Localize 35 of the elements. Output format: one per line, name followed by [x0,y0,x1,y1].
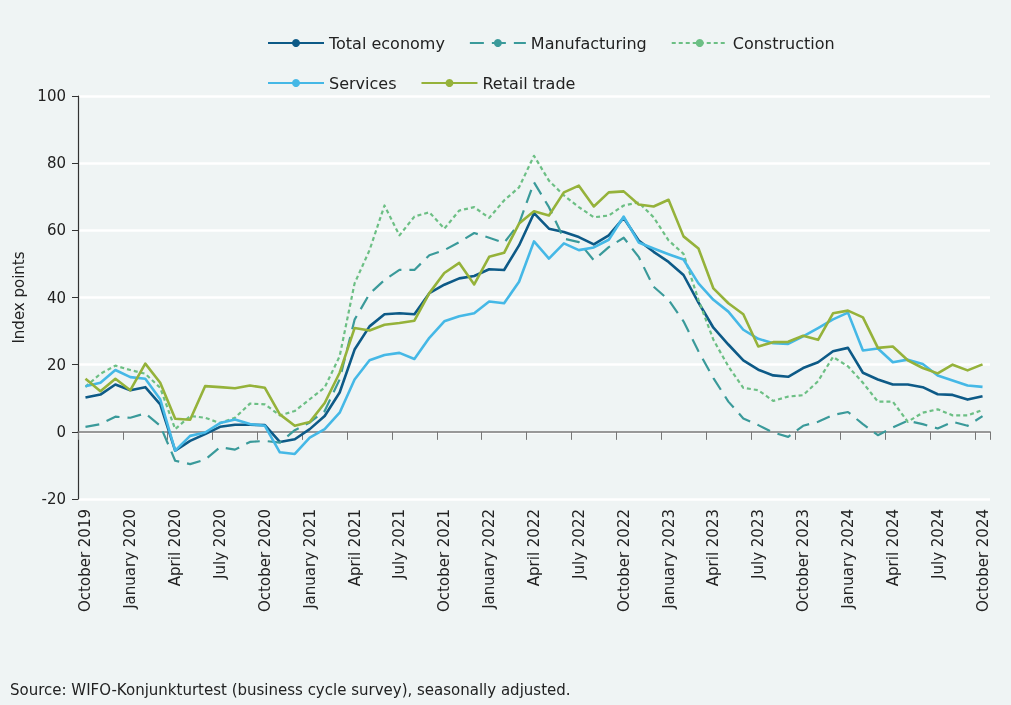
source-note: Source: WIFO-Konjunkturtest (business cycle survey), seasonally adjusted. [10,680,571,699]
y-tick-label: 0 [56,422,66,441]
legend-label: Retail trade [482,73,576,93]
x-tick-label: April 2023 [704,509,723,587]
x-tick-label: October 2019 [76,509,95,612]
x-tick-label: October 2022 [614,509,633,612]
x-tick-label: July 2024 [928,509,947,580]
y-tick-label: 60 [46,221,66,240]
legend-label: Total economy [328,33,445,53]
x-tick-label: July 2022 [569,509,588,580]
x-tick-label: January 2021 [300,509,319,610]
y-tick-label: 80 [46,154,66,173]
x-tick-label: January 2020 [121,509,140,610]
x-tick-label: October 2024 [973,509,992,612]
legend-label: Services [329,73,397,93]
legend-label: Construction [732,33,835,53]
y-axis-title: Index points [9,251,28,344]
x-tick-label: October 2021 [435,509,454,612]
x-tick-label: April 2024 [883,509,902,587]
x-tick-label: October 2020 [255,509,274,612]
x-tick-label: January 2022 [480,509,499,610]
x-tick-label: July 2021 [390,509,409,580]
x-tick-label: January 2024 [838,509,857,610]
y-tick-label: 20 [46,355,66,374]
y-tick-label: 40 [46,288,66,307]
x-tick-label: April 2020 [166,509,185,587]
x-tick-label: January 2023 [659,509,678,610]
y-tick-label: -20 [41,490,66,508]
x-tick-label: July 2020 [211,509,230,580]
x-tick-label: July 2023 [749,509,768,580]
x-tick-label: April 2022 [525,509,543,587]
legend-label: Manufacturing [530,33,647,53]
x-tick-label: October 2023 [794,509,813,612]
y-tick-label: 100 [37,87,66,105]
x-tick-label: April 2021 [345,509,364,587]
